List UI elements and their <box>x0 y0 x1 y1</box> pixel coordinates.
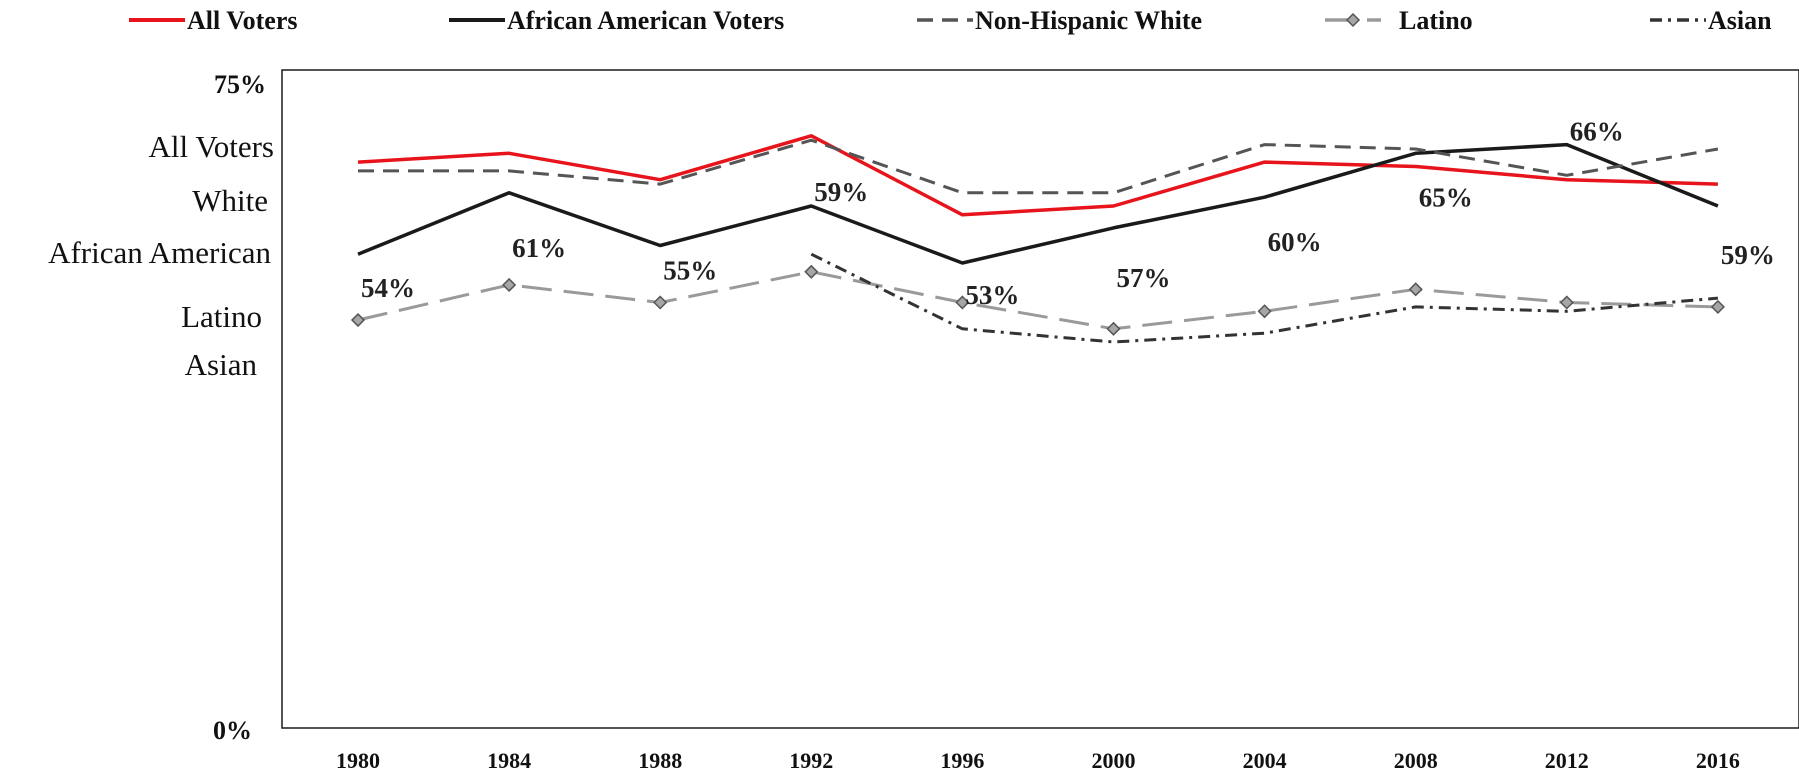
y-side-labels: All Voters White African American Latino… <box>48 129 274 382</box>
x-tick-label-2004: 2004 <box>1243 748 1287 773</box>
data-label-1992: 59% <box>814 177 868 207</box>
data-label-2004: 60% <box>1268 227 1322 257</box>
y-tick-label-bottom: 0% <box>213 716 252 745</box>
legend-label-all-voters: All Voters <box>187 6 298 35</box>
legend-label-african-american-voters: African American Voters <box>507 6 784 35</box>
data-label-2008: 65% <box>1419 182 1473 212</box>
x-tick-label-1996: 1996 <box>940 748 984 773</box>
data-label-2016: 59% <box>1721 240 1775 270</box>
data-label-1984: 61% <box>512 233 566 263</box>
data-labels: 54% 61% 55% 59% 53% 57% 60% 65% 66% 59% <box>361 117 1775 310</box>
side-label-all-voters: All Voters <box>149 129 274 164</box>
data-label-2000: 57% <box>1117 263 1171 293</box>
series-line-african-american-voters <box>357 142 1719 265</box>
marker-latino-2008 <box>1408 282 1423 297</box>
data-label-1996: 53% <box>965 280 1019 310</box>
x-tick-label-1984: 1984 <box>487 748 531 773</box>
legend-label-latino: Latino <box>1399 6 1473 35</box>
x-tick-label-1988: 1988 <box>638 748 682 773</box>
legend-item-asian: Asian <box>1650 6 1772 35</box>
data-label-1988: 55% <box>663 255 717 285</box>
x-tick-label-1980: 1980 <box>336 748 380 773</box>
plot-area-frame <box>281 69 1799 729</box>
data-label-2012: 66% <box>1570 117 1624 147</box>
series-line-non-hispanic-white <box>358 138 1719 195</box>
series-line-latino <box>357 270 1718 331</box>
x-tick-label-2012: 2012 <box>1545 748 1589 773</box>
legend-item-all-voters: All Voters <box>129 6 298 35</box>
legend-marker-latino <box>1345 12 1361 28</box>
chart-legend: All Voters African American Voters Non-His… <box>129 6 1772 35</box>
legend-item-latino: Latino <box>1325 6 1473 35</box>
marker-latino-2004 <box>1257 304 1272 319</box>
legend-label-asian: Asian <box>1708 6 1772 35</box>
x-tick-label-2008: 2008 <box>1394 748 1438 773</box>
side-label-white: White <box>192 183 268 218</box>
y-axis: 75% 0% <box>213 70 266 745</box>
series-line-asian <box>810 252 1719 344</box>
marker-latino-1996 <box>955 295 970 310</box>
marker-latino-1980 <box>350 312 366 328</box>
marker-latino-2012 <box>1559 295 1574 310</box>
x-axis: 1980 1984 1988 1992 1996 2000 2004 2008 2012 2016 <box>336 748 1740 773</box>
legend-item-non-hispanic-white: Non-Hispanic White <box>917 6 1202 35</box>
marker-latino-1984 <box>502 277 517 293</box>
side-label-asian: Asian <box>185 347 258 382</box>
y-tick-label-top: 75% <box>214 70 266 99</box>
marker-latino-2000 <box>1106 321 1121 336</box>
side-label-african-american: African American <box>48 235 271 270</box>
x-tick-label-2000: 2000 <box>1092 748 1136 773</box>
marker-latino-1992 <box>804 264 819 279</box>
series-line-all-voters <box>357 134 1718 217</box>
legend-label-non-hispanic-white: Non-Hispanic White <box>975 6 1202 35</box>
marker-latino-2016 <box>1710 299 1725 314</box>
series-lines <box>357 134 1719 344</box>
data-label-1980: 54% <box>361 273 415 303</box>
side-label-latino: Latino <box>181 299 262 334</box>
x-tick-label-2016: 2016 <box>1696 748 1740 773</box>
legend-item-african-american-voters: African American Voters <box>449 6 784 35</box>
series-markers <box>350 264 1725 336</box>
marker-latino-1988 <box>653 295 668 310</box>
x-tick-label-1992: 1992 <box>789 748 833 773</box>
